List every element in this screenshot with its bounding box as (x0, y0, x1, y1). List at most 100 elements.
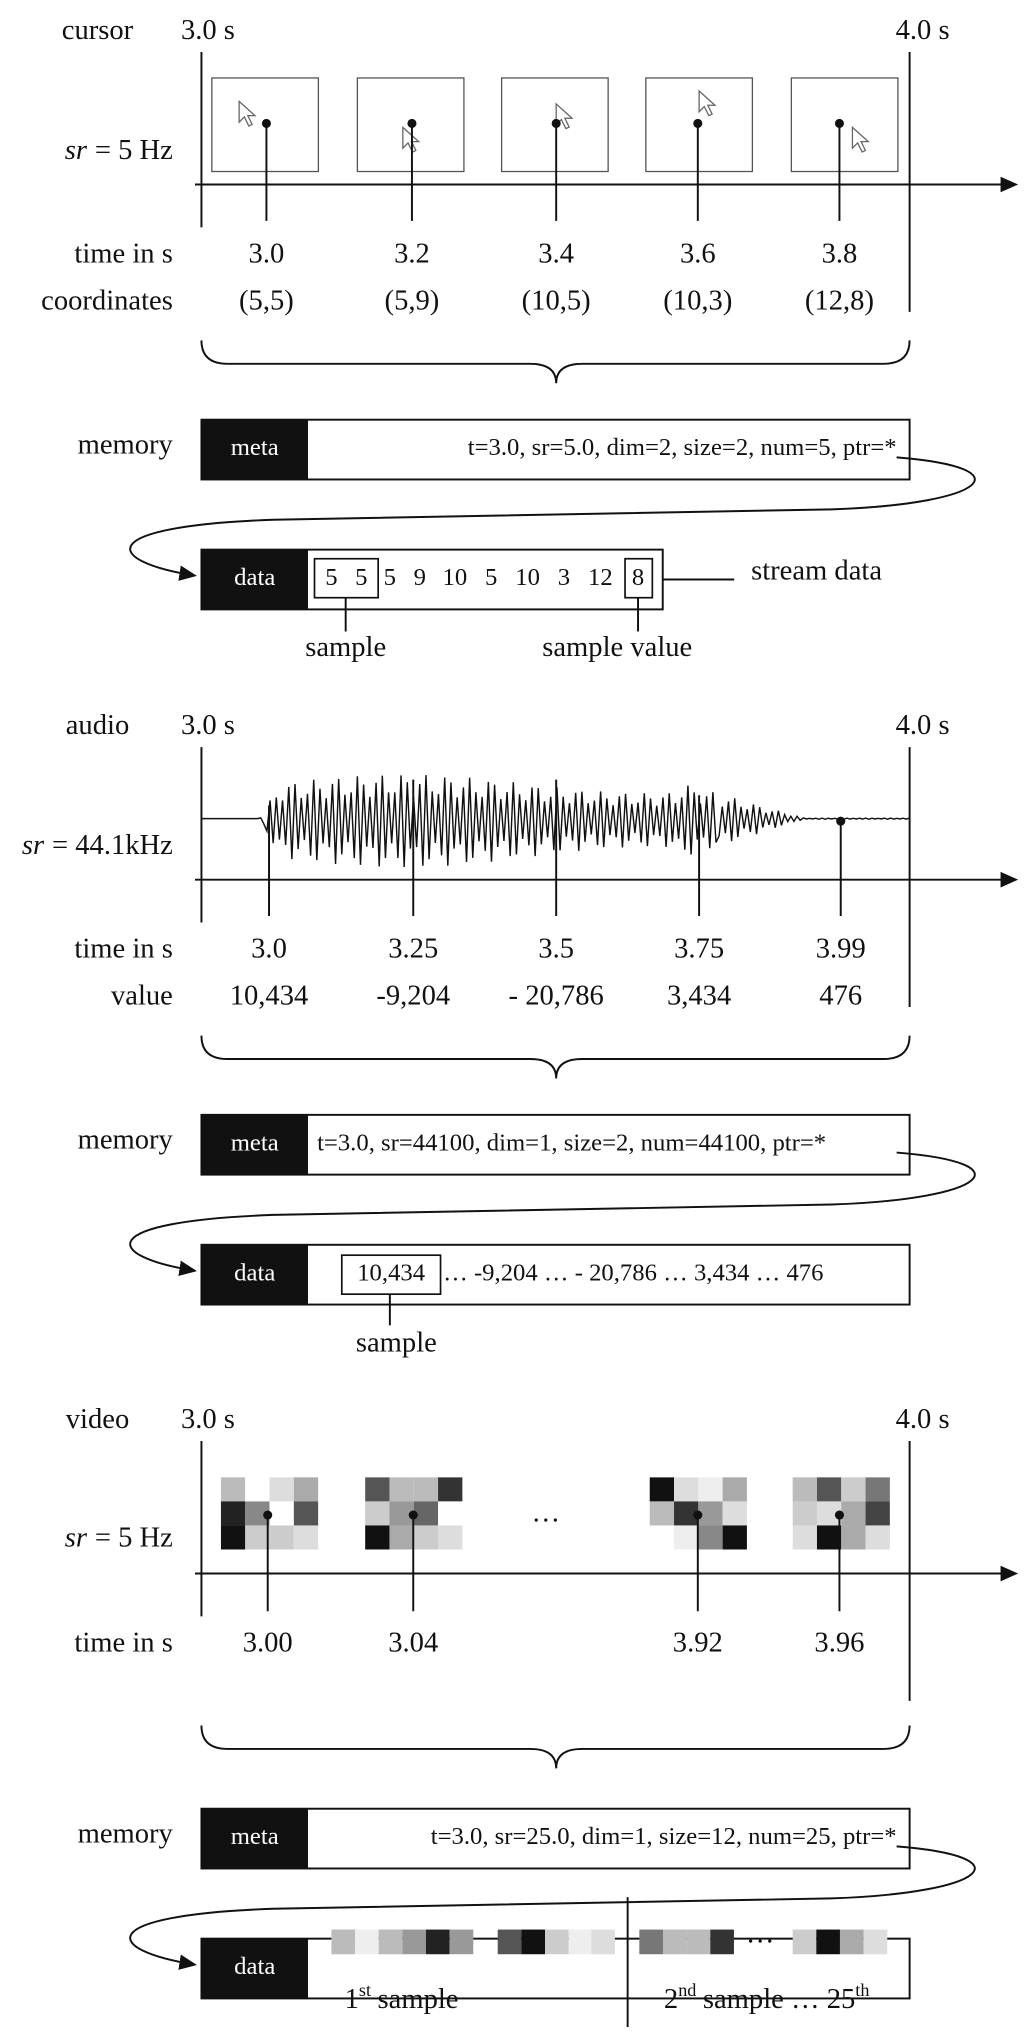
sample-value-label: sample value (542, 632, 692, 663)
pixel (331, 1929, 356, 1955)
sample-2-label: 2nd sample … 25th (664, 1980, 870, 2014)
meta-text: t=3.0, sr=25.0, dim=1, size=12, num=25, … (431, 1823, 897, 1850)
pixel (674, 1477, 699, 1502)
dot (834, 1510, 844, 1520)
row-label: time in s (74, 934, 172, 965)
sr-symbol: sr (65, 135, 88, 166)
cursor-icon (851, 125, 870, 153)
value: -9,204 (376, 980, 450, 1011)
pixel (365, 1477, 390, 1502)
frame (500, 77, 609, 173)
pixel (792, 1525, 817, 1550)
pixel (545, 1929, 569, 1955)
data-box (200, 1243, 911, 1306)
memory-label: memory (78, 1819, 174, 1850)
pixel (698, 1525, 723, 1550)
pixel (649, 1477, 675, 1502)
pixel (293, 1525, 319, 1550)
meta-box (200, 1113, 911, 1176)
pixel (698, 1501, 723, 1526)
pixel (220, 1501, 246, 1526)
dot (834, 118, 844, 128)
brace (200, 340, 911, 384)
dot (693, 118, 703, 128)
sr-value: = 5 Hz (95, 135, 173, 166)
data-value: 12 (588, 564, 613, 591)
pixel (662, 1929, 687, 1955)
time: 3.8 (822, 239, 858, 270)
sample-rate: sr = 5 Hz (65, 135, 173, 166)
meta-box (200, 1807, 911, 1870)
section-label: cursor (62, 15, 134, 46)
time: 3.92 (673, 1628, 723, 1659)
pixel (816, 1477, 842, 1502)
pixel (816, 1525, 842, 1550)
pixel (220, 1525, 246, 1550)
pixel (378, 1929, 403, 1955)
dot (263, 1510, 273, 1520)
pixel (792, 1477, 817, 1502)
sr-value: = 5 Hz (95, 1522, 173, 1553)
pointer-arrow (129, 1151, 976, 1277)
data-value: 5 (325, 564, 337, 591)
pixel (269, 1525, 294, 1550)
pointer-arrow (129, 456, 976, 581)
dot (693, 1510, 703, 1520)
highlight-box (340, 1254, 442, 1296)
row-label: time in s (74, 1628, 172, 1659)
data-value: 3 (558, 564, 570, 591)
pixel (293, 1501, 319, 1526)
pixel (591, 1929, 615, 1955)
end-label: 4.0 s (896, 15, 950, 46)
pixel (521, 1929, 546, 1955)
suffix: st (359, 1980, 371, 2000)
dot (408, 1510, 418, 1520)
coordinate: (12,8) (805, 285, 874, 316)
cursor-icon (238, 99, 257, 127)
cursor-icon (698, 89, 717, 117)
data-tag (201, 1938, 308, 1999)
sample-label: sample (356, 1327, 437, 1358)
value: 476 (819, 980, 862, 1011)
data-rest: … -9,204 … - 20,786 … 3,434 … 476 (443, 1259, 823, 1286)
pixel (841, 1477, 866, 1502)
pixel (649, 1501, 675, 1526)
row-label: value (111, 980, 173, 1011)
data-tag-label: data (234, 1259, 275, 1286)
frame (356, 77, 465, 173)
dot (261, 118, 271, 128)
data-tag (201, 549, 308, 610)
time: 3.00 (243, 1628, 293, 1659)
pixel (413, 1477, 439, 1502)
ellipsis: … (531, 1498, 560, 1529)
pixel (649, 1525, 675, 1550)
ordinal: 2 (664, 1984, 678, 2015)
data-value: 8 (632, 564, 644, 591)
data-value: 10 (515, 564, 540, 591)
data-value: 5 (384, 564, 396, 591)
text: sample … 25 (703, 1984, 855, 2015)
pixel (722, 1525, 747, 1550)
data-tag-label: data (234, 564, 275, 591)
meta-text: t=3.0, sr=5.0, dim=2, size=2, num=5, ptr… (468, 434, 897, 461)
start-label: 3.0 s (181, 1404, 235, 1435)
time: 3.6 (680, 239, 716, 270)
pixel (438, 1501, 463, 1526)
pointer-arrow (129, 1845, 976, 1970)
time: 3.25 (388, 934, 438, 965)
row-label: coordinates (41, 285, 173, 316)
time: 3.0 (251, 934, 287, 965)
time: 3.96 (814, 1628, 864, 1659)
pixel (438, 1525, 463, 1550)
pixel (402, 1929, 426, 1955)
coordinate: (5,9) (385, 285, 440, 316)
pixel (355, 1929, 379, 1955)
data-value: 9 (414, 564, 426, 591)
pixel (220, 1477, 246, 1502)
pixel (792, 1929, 817, 1955)
pixel (863, 1929, 888, 1955)
suffix: nd (678, 1980, 696, 2000)
coordinate: (10,5) (522, 285, 591, 316)
ordinal: 1 (345, 1984, 359, 2015)
